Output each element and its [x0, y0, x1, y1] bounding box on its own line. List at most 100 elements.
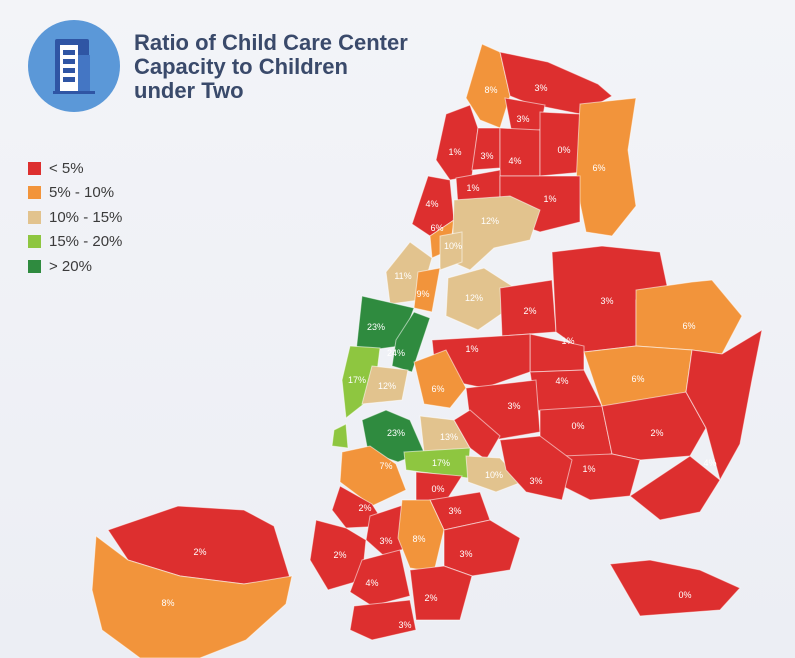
- district-label: 0%: [571, 421, 584, 431]
- map-header: Ratio of Child Care Center Capacity to C…: [28, 20, 454, 112]
- district-label: 1%: [561, 336, 574, 346]
- district-region[interactable]: [443, 519, 521, 577]
- district-region[interactable]: [453, 409, 501, 461]
- district-label: 8%: [412, 534, 425, 544]
- district-label: 10%: [485, 470, 503, 480]
- district-label: 3%: [534, 83, 547, 93]
- district-region[interactable]: [349, 549, 411, 607]
- district-label: 17%: [348, 375, 366, 385]
- district-label: 8%: [484, 85, 497, 95]
- district-label: 0%: [678, 590, 691, 600]
- title-line: Capacity to Children: [134, 54, 348, 79]
- district-label: 3%: [507, 401, 520, 411]
- district-label: 3%: [480, 151, 493, 161]
- district-label: 2%: [333, 550, 346, 560]
- page-title: Ratio of Child Care Center Capacity to C…: [134, 31, 454, 103]
- legend-item: 5% - 10%: [28, 181, 122, 206]
- legend-swatch: [28, 210, 41, 224]
- district-label: 3%: [398, 620, 411, 630]
- staten-island: [91, 505, 293, 658]
- district-label: 6%: [631, 374, 644, 384]
- manhattan: [331, 195, 541, 449]
- district-region[interactable]: [575, 97, 637, 237]
- district-label: 23%: [387, 428, 405, 438]
- district-label: 6%: [682, 321, 695, 331]
- district-label: 0%: [557, 145, 570, 155]
- district-label: 6%: [430, 223, 443, 233]
- district-region[interactable]: [409, 565, 473, 621]
- legend-label: < 5%: [49, 159, 84, 177]
- district-label: 3%: [379, 536, 392, 546]
- district-label: 2%: [650, 428, 663, 438]
- queens: [413, 245, 763, 521]
- title-line: under Two: [134, 78, 244, 103]
- district-label: 13%: [440, 432, 458, 442]
- district-label: 2%: [424, 593, 437, 603]
- district-label: 17%: [432, 458, 450, 468]
- district-label: 1%: [466, 183, 479, 193]
- district-label: 3%: [529, 476, 542, 486]
- district-region[interactable]: [629, 455, 721, 521]
- legend-label: > 20%: [49, 257, 92, 275]
- legend-label: 10% - 15%: [49, 208, 123, 226]
- district-label: 4%: [508, 156, 521, 166]
- district-region[interactable]: [451, 195, 541, 271]
- district-region[interactable]: [349, 599, 417, 641]
- district-region[interactable]: [499, 127, 541, 177]
- district-label: 3%: [448, 506, 461, 516]
- legend-swatch: [28, 161, 41, 175]
- district-region[interactable]: [331, 423, 349, 449]
- district-label: 2%: [193, 547, 206, 557]
- district-label: 8%: [161, 598, 174, 608]
- legend-label: 5% - 10%: [49, 184, 115, 202]
- district-label: 4%: [425, 199, 438, 209]
- district-region[interactable]: [413, 267, 441, 313]
- district-label: 4%: [365, 578, 378, 588]
- district-region[interactable]: [465, 455, 523, 493]
- district-region[interactable]: [341, 345, 381, 419]
- district-label: 12%: [378, 381, 396, 391]
- district-label: 3%: [516, 114, 529, 124]
- bronx: [411, 43, 637, 237]
- legend-item: < 5%: [28, 156, 122, 181]
- district-label: 6%: [431, 384, 444, 394]
- district-label: 3%: [459, 549, 472, 559]
- district-label: 10%: [444, 241, 462, 251]
- district-label: 23%: [367, 322, 385, 332]
- district-region[interactable]: [439, 231, 463, 271]
- district-label: 1%: [582, 464, 595, 474]
- district-label: 2%: [523, 306, 536, 316]
- district-region[interactable]: [361, 365, 409, 405]
- district-label: 0%: [431, 484, 444, 494]
- title-line: Ratio of Child Care Center: [134, 30, 408, 55]
- district-region[interactable]: [391, 311, 431, 373]
- district-region[interactable]: [685, 328, 763, 482]
- district-label: 1%: [448, 147, 461, 157]
- district-label: 4%: [703, 458, 716, 468]
- district-label: 24%: [387, 348, 405, 358]
- district-region[interactable]: [635, 279, 743, 355]
- district-label: 3%: [600, 296, 613, 306]
- district-region[interactable]: [339, 445, 407, 507]
- district-label: 11%: [394, 271, 411, 281]
- district-label: 6%: [592, 163, 605, 173]
- district-region[interactable]: [609, 559, 741, 617]
- district-label: 12%: [465, 293, 483, 303]
- district-region[interactable]: [499, 435, 573, 501]
- legend-swatch: [28, 186, 41, 200]
- district-label: 7%: [379, 461, 392, 471]
- legend-item: 15% - 20%: [28, 230, 122, 255]
- legend-swatch: [28, 235, 41, 249]
- district-labels: 8% 3% 3% 1% 3% 4% 0% 6% 1% 1% 4% 6% 12% …: [161, 83, 716, 630]
- district-label: 2%: [358, 503, 371, 513]
- legend-item: 10% - 15%: [28, 205, 122, 230]
- legend-label: 15% - 20%: [49, 233, 123, 251]
- district-label: 12%: [481, 216, 499, 226]
- district-region[interactable]: [91, 535, 293, 658]
- district-region[interactable]: [413, 349, 467, 409]
- district-region[interactable]: [561, 453, 641, 501]
- district-label: 1%: [543, 194, 556, 204]
- legend-swatch: [28, 259, 41, 273]
- building-icon: [28, 20, 120, 112]
